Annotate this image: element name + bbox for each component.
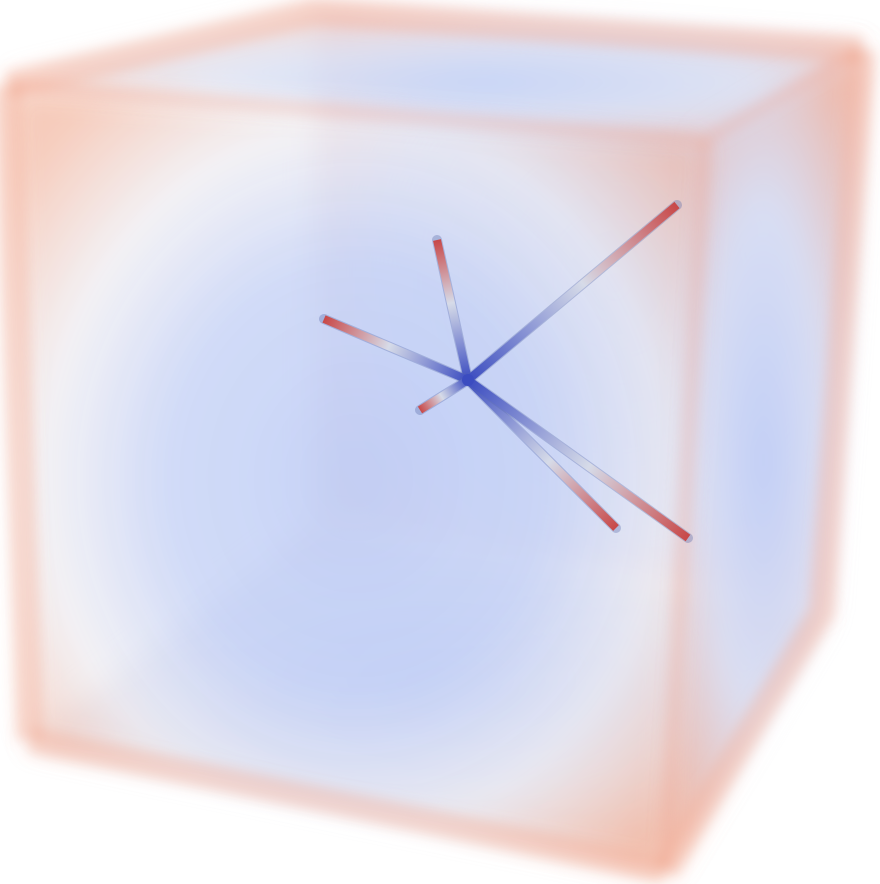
volume-right-face: [665, 50, 862, 870]
rod-4: [417, 376, 471, 414]
rod-3: [322, 315, 470, 384]
volume-front-face: [8, 85, 705, 870]
rod-hub: [462, 374, 474, 386]
rod-6: [465, 376, 691, 542]
rod-2: [465, 201, 680, 384]
rod-1: [433, 239, 472, 381]
rod-5: [465, 377, 619, 531]
rod-bundle: [319, 200, 693, 543]
